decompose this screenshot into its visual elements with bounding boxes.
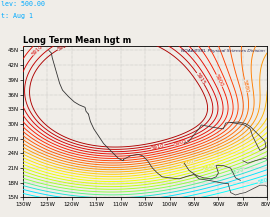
Text: 5880: 5880 (242, 79, 250, 93)
Text: 5920: 5920 (57, 41, 71, 52)
Text: 5910: 5910 (151, 143, 165, 151)
Text: Long Term Mean hgt m: Long Term Mean hgt m (23, 36, 131, 46)
Text: lev: 500.00: lev: 500.00 (1, 1, 45, 7)
Text: 5915: 5915 (195, 72, 206, 86)
Text: t: Aug 1: t: Aug 1 (1, 13, 33, 19)
Text: 5900: 5900 (214, 74, 224, 88)
Text: 5840: 5840 (202, 163, 217, 172)
Text: 5800: 5800 (257, 177, 270, 185)
Text: 5860: 5860 (181, 159, 195, 167)
Text: 5820: 5820 (231, 167, 245, 176)
Text: NOAA/ESRL Physical Sciences Division: NOAA/ESRL Physical Sciences Division (181, 49, 265, 53)
Text: 5905: 5905 (174, 138, 188, 147)
Text: 5910: 5910 (31, 44, 45, 57)
